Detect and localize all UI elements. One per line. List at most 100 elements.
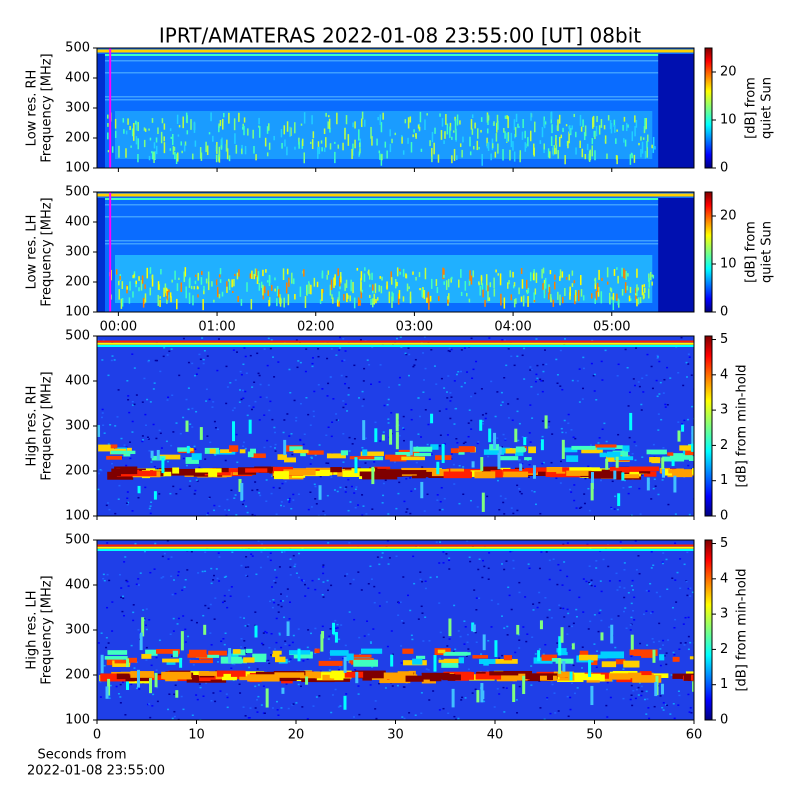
texture [538,680,541,682]
texture [664,406,667,408]
texture [657,429,660,431]
texture [261,642,264,645]
texture [169,633,172,636]
texture [417,433,420,435]
texture [319,299,322,304]
texture [494,151,497,158]
texture [247,566,250,568]
texture [591,138,594,145]
texture [495,133,498,142]
texture [215,568,218,570]
texture [173,715,176,718]
texture [335,354,338,356]
texture [176,623,179,625]
texture [378,285,380,292]
texture [352,716,355,718]
texture [573,113,575,118]
texture [522,675,526,695]
texture [309,141,312,144]
texture [374,700,377,702]
texture [391,138,393,144]
texture [334,632,338,643]
texture [232,349,235,351]
texture [443,281,445,285]
texture [516,484,519,487]
texture [164,283,167,294]
texture [371,346,374,349]
texture [374,428,378,443]
texture [557,563,560,566]
texture [182,708,185,711]
texture [291,641,294,644]
texture [658,198,694,312]
texture [454,116,456,121]
texture [425,668,428,670]
texture [587,628,590,630]
texture [311,357,314,359]
texture [530,368,533,371]
texture [121,281,124,289]
texture [594,444,617,448]
texture [671,459,675,467]
texture [260,281,263,288]
texture [486,670,489,672]
texture [204,458,207,460]
texture [228,648,232,663]
texture [330,467,342,473]
texture [634,126,636,137]
texture [606,281,609,285]
texture [556,583,559,586]
texture [439,541,442,543]
texture [518,287,520,295]
texture [445,280,448,290]
texture [268,123,270,131]
texture [407,137,409,144]
texture [478,146,480,150]
texture [198,353,201,356]
texture [204,604,207,607]
texture [345,375,348,378]
texture [276,709,279,711]
texture [137,154,139,163]
texture [679,445,694,451]
texture [275,617,278,620]
texture [688,711,691,713]
texture [248,717,251,719]
texture [541,462,544,465]
texture [330,348,333,350]
texture [198,466,201,469]
texture [631,153,633,159]
texture [571,643,575,650]
texture [374,421,377,424]
texture [231,279,233,288]
texture [534,121,536,133]
texture [238,112,240,122]
texture [677,371,680,374]
x-tick-label: 0 [93,728,101,743]
texture [542,363,545,366]
texture [286,588,289,590]
texture [629,698,632,701]
texture [573,280,576,284]
texture [524,457,532,461]
texture [548,420,551,423]
texture [400,645,403,647]
texture [331,294,333,299]
texture [208,398,211,401]
texture [401,136,403,144]
texture [377,116,379,121]
texture [255,154,257,161]
texture [402,686,405,688]
texture [346,653,354,661]
texture [352,578,355,581]
texture [530,684,533,686]
texture [381,552,384,554]
texture [415,545,418,548]
texture [485,285,488,291]
texture [566,470,592,476]
texture [169,492,172,495]
texture [682,623,685,625]
texture [154,151,156,160]
texture [648,273,650,282]
texture [617,433,620,436]
